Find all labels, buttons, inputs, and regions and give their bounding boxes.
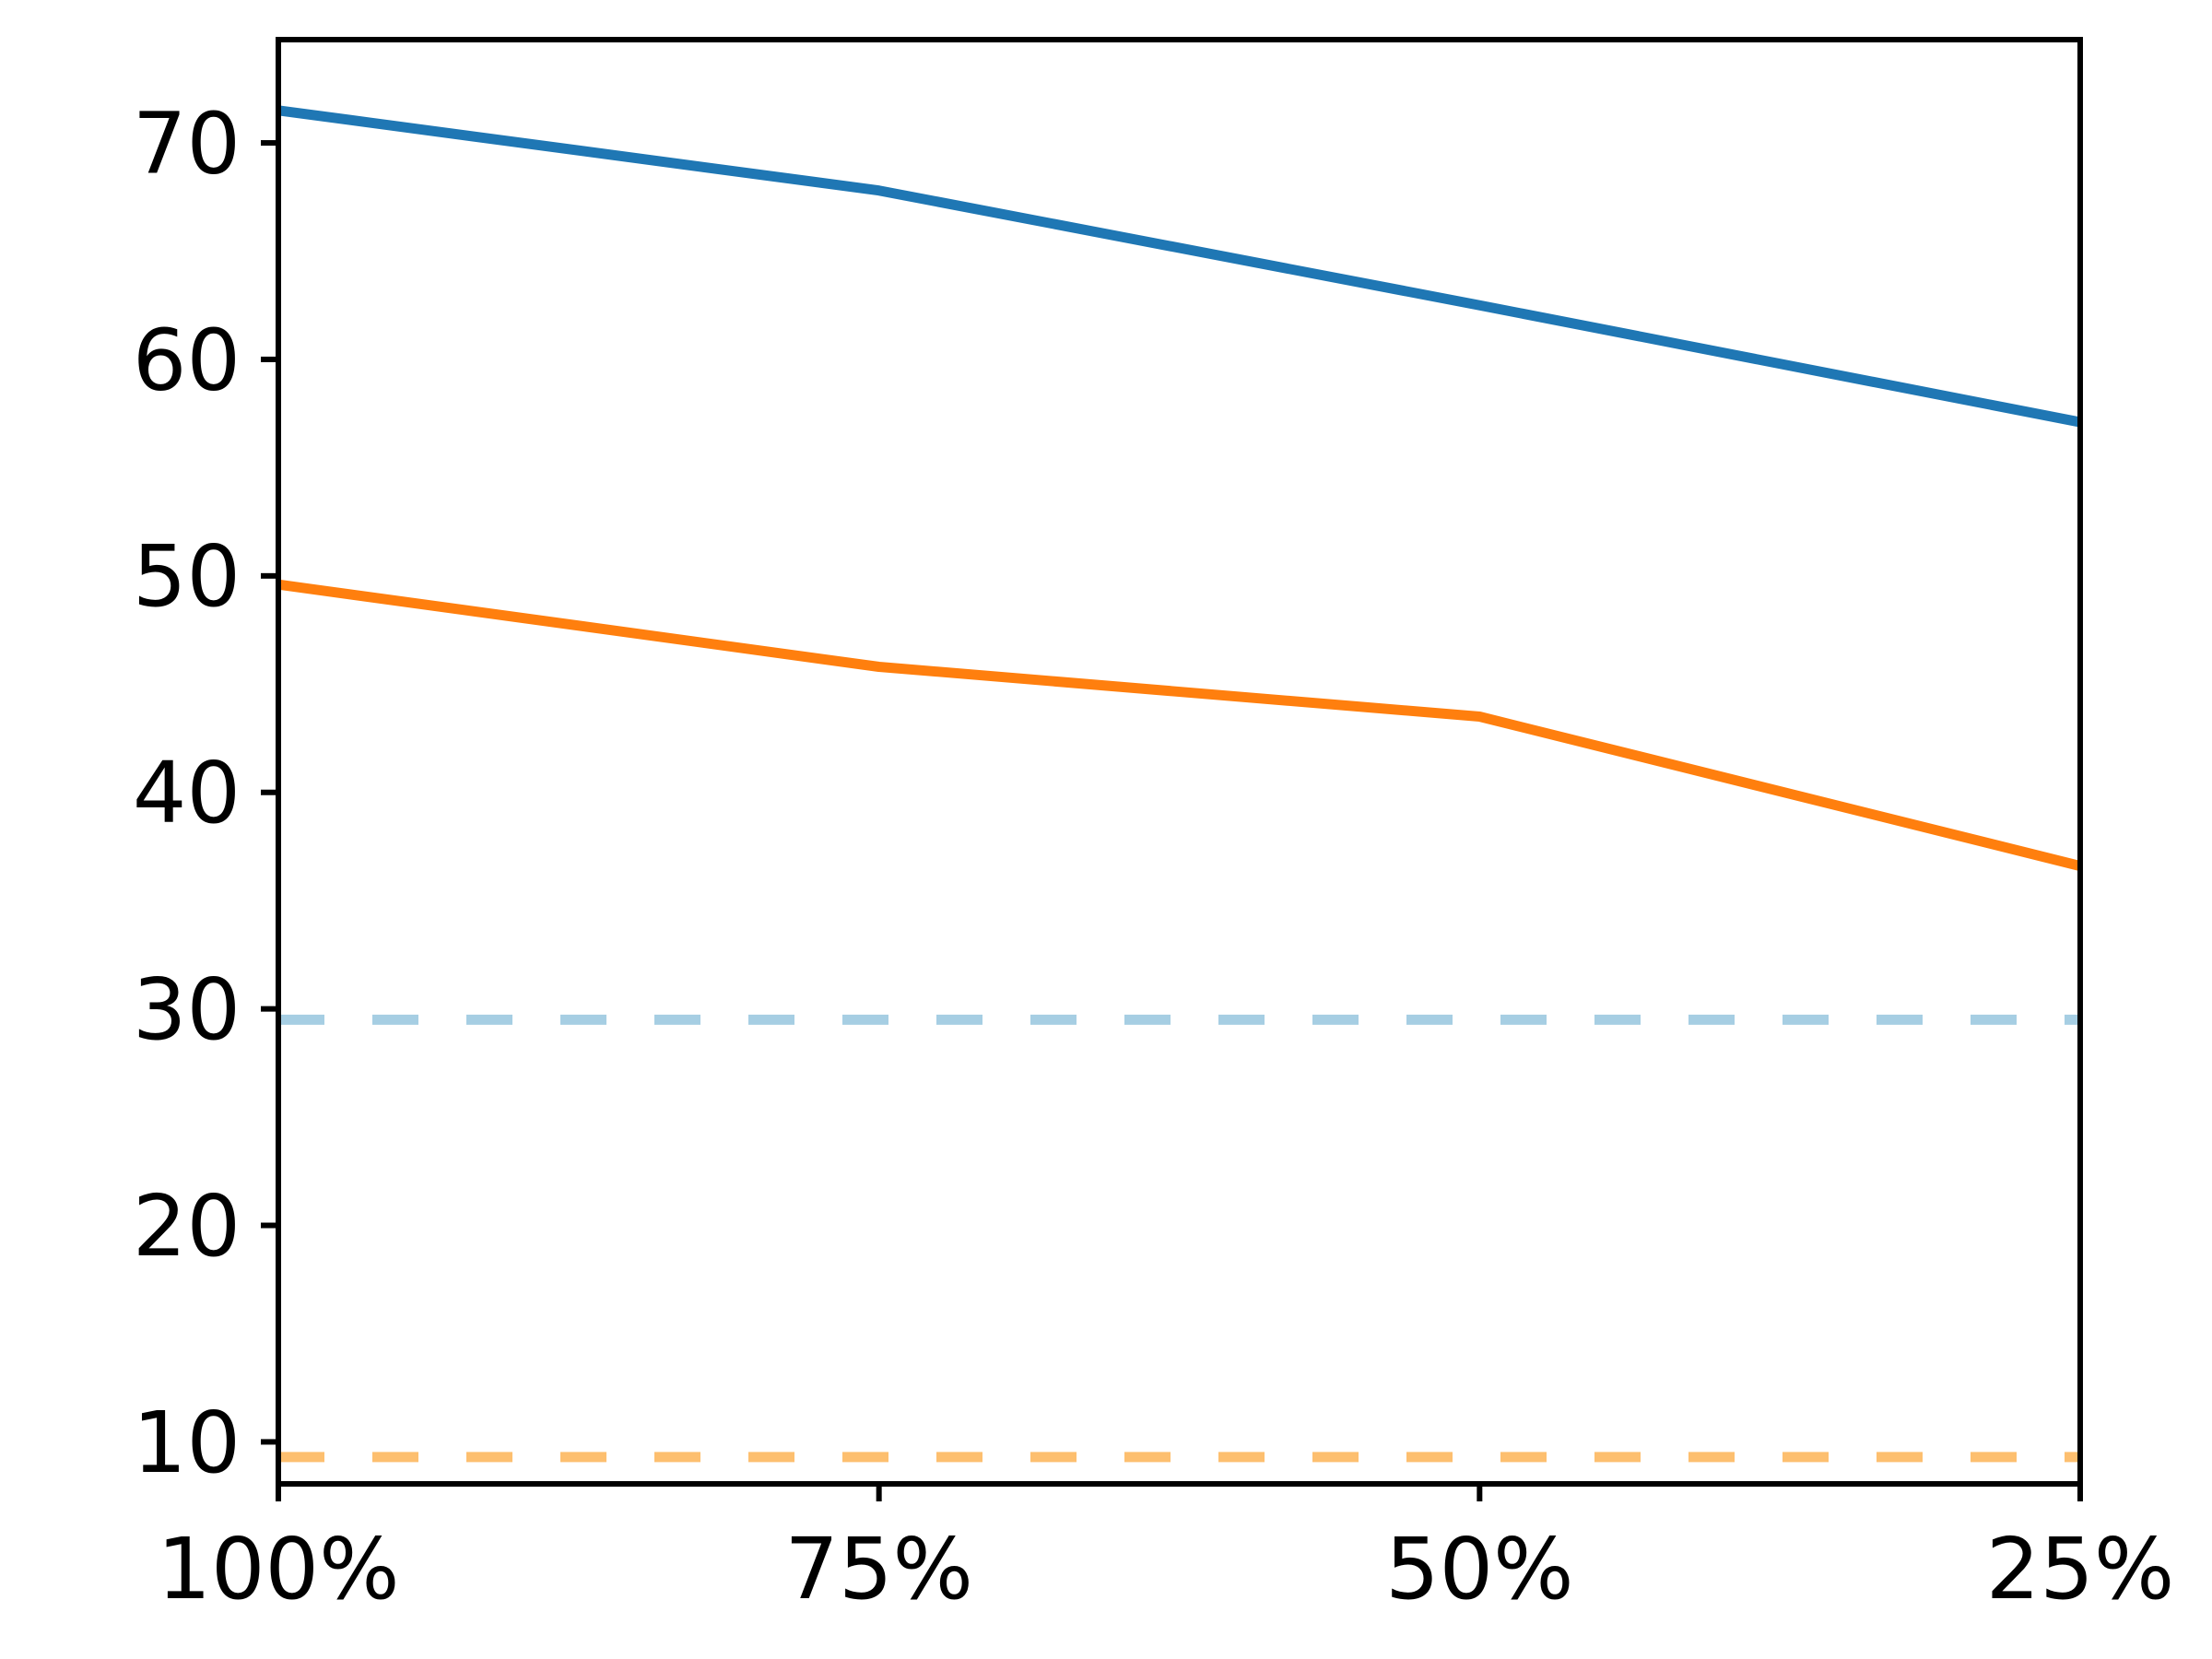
y-axis-tick-label: 30 (133, 960, 241, 1059)
orange-solid-line (277, 579, 2082, 871)
x-axis-tick-label: 75% (784, 1520, 972, 1618)
y-axis-tick-label: 10 (133, 1394, 241, 1492)
x-axis-tick-label: 25% (1986, 1520, 2174, 1618)
y-axis-tick-label: 50 (133, 527, 241, 626)
y-axis-tick-label: 40 (133, 744, 241, 842)
y-axis-tick-label: 20 (133, 1177, 241, 1276)
y-axis-tick-label: 70 (133, 94, 241, 193)
blue-solid-line (277, 105, 2082, 428)
y-axis-tick-label: 60 (133, 311, 241, 409)
plot-border (276, 37, 2083, 1487)
x-axis-tick-label: 100% (157, 1520, 399, 1618)
x-axis-tick-label: 50% (1385, 1520, 1573, 1618)
